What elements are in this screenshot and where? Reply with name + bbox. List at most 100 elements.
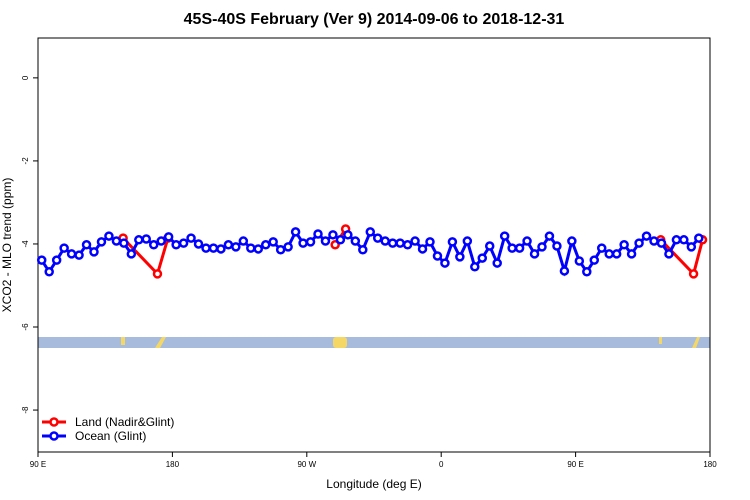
point [395, 238, 405, 248]
plot-frame [37, 37, 711, 453]
point [313, 229, 323, 239]
point [156, 236, 166, 246]
x-tick-label: 180 [166, 460, 180, 469]
point [350, 236, 361, 246]
point [343, 230, 353, 240]
point [134, 235, 144, 245]
point [111, 236, 122, 246]
legend-marker [49, 431, 59, 441]
point [499, 231, 510, 241]
x-tick-label: 180 [703, 460, 717, 469]
point [44, 267, 54, 277]
point [477, 253, 488, 263]
point [649, 236, 659, 246]
point [372, 233, 383, 243]
x-tick-label: 90 E [30, 460, 46, 469]
point [163, 232, 174, 242]
point [552, 241, 562, 251]
point [604, 249, 614, 259]
point [611, 249, 622, 259]
point [298, 238, 308, 248]
point [484, 241, 495, 251]
point [223, 240, 234, 250]
y-tick-label: -6 [21, 323, 30, 331]
point [268, 237, 278, 247]
point [522, 236, 532, 246]
point [231, 242, 241, 252]
point [148, 240, 159, 250]
point [462, 236, 473, 246]
point [417, 244, 428, 254]
point [582, 267, 592, 277]
point [410, 236, 420, 246]
point [425, 237, 435, 247]
point [574, 256, 585, 266]
point [664, 249, 674, 259]
point [694, 233, 704, 243]
point [641, 231, 652, 241]
land-patch [155, 337, 166, 348]
point [634, 238, 644, 248]
point [432, 251, 443, 261]
point [596, 243, 607, 253]
point [283, 242, 293, 252]
point [216, 244, 226, 254]
point [36, 255, 47, 265]
x-tick-label: 90 W [297, 460, 316, 469]
x-tick-label: 90 E [567, 460, 583, 469]
y-tick-label: -2 [21, 157, 30, 165]
point [440, 258, 450, 268]
land-patch [659, 337, 662, 344]
point [514, 243, 525, 253]
point [380, 236, 390, 246]
chart-title: 45S-40S February (Ver 9) 2014-09-06 to 2… [184, 11, 565, 28]
point [447, 237, 458, 247]
point [688, 269, 699, 279]
point [59, 243, 69, 253]
point [238, 236, 249, 246]
land-patch [333, 337, 347, 348]
land-patch [692, 337, 700, 348]
point [260, 240, 271, 250]
y-axis-label: XCO2 - MLO trend (ppm) [0, 178, 14, 313]
point [492, 258, 502, 268]
point [470, 262, 480, 272]
point [275, 245, 286, 255]
point [320, 236, 331, 246]
point [201, 243, 211, 253]
land-patch [121, 337, 125, 345]
point [559, 266, 570, 276]
point [544, 231, 555, 241]
point [537, 242, 547, 252]
point [402, 240, 413, 250]
point [126, 249, 137, 259]
point [208, 243, 219, 253]
point [171, 240, 181, 250]
y-tick-label: -4 [21, 240, 30, 248]
point [686, 242, 697, 252]
point [186, 233, 196, 243]
x-tick-label: 0 [439, 460, 444, 469]
point [455, 252, 465, 262]
point [89, 247, 99, 257]
point [619, 240, 629, 250]
point [365, 227, 376, 237]
point [152, 269, 163, 279]
legend-marker [49, 417, 59, 427]
point [81, 240, 92, 250]
point [529, 249, 540, 259]
point [246, 243, 256, 253]
point [671, 235, 682, 245]
sea-strip [38, 337, 710, 348]
point [335, 235, 346, 245]
point [74, 250, 84, 260]
point [104, 231, 114, 241]
point [141, 234, 152, 244]
point [387, 238, 398, 248]
point [96, 237, 107, 247]
legend-label: Land (Nadir&Glint) [75, 415, 174, 429]
point [679, 235, 689, 245]
y-tick-label: 0 [21, 75, 30, 80]
